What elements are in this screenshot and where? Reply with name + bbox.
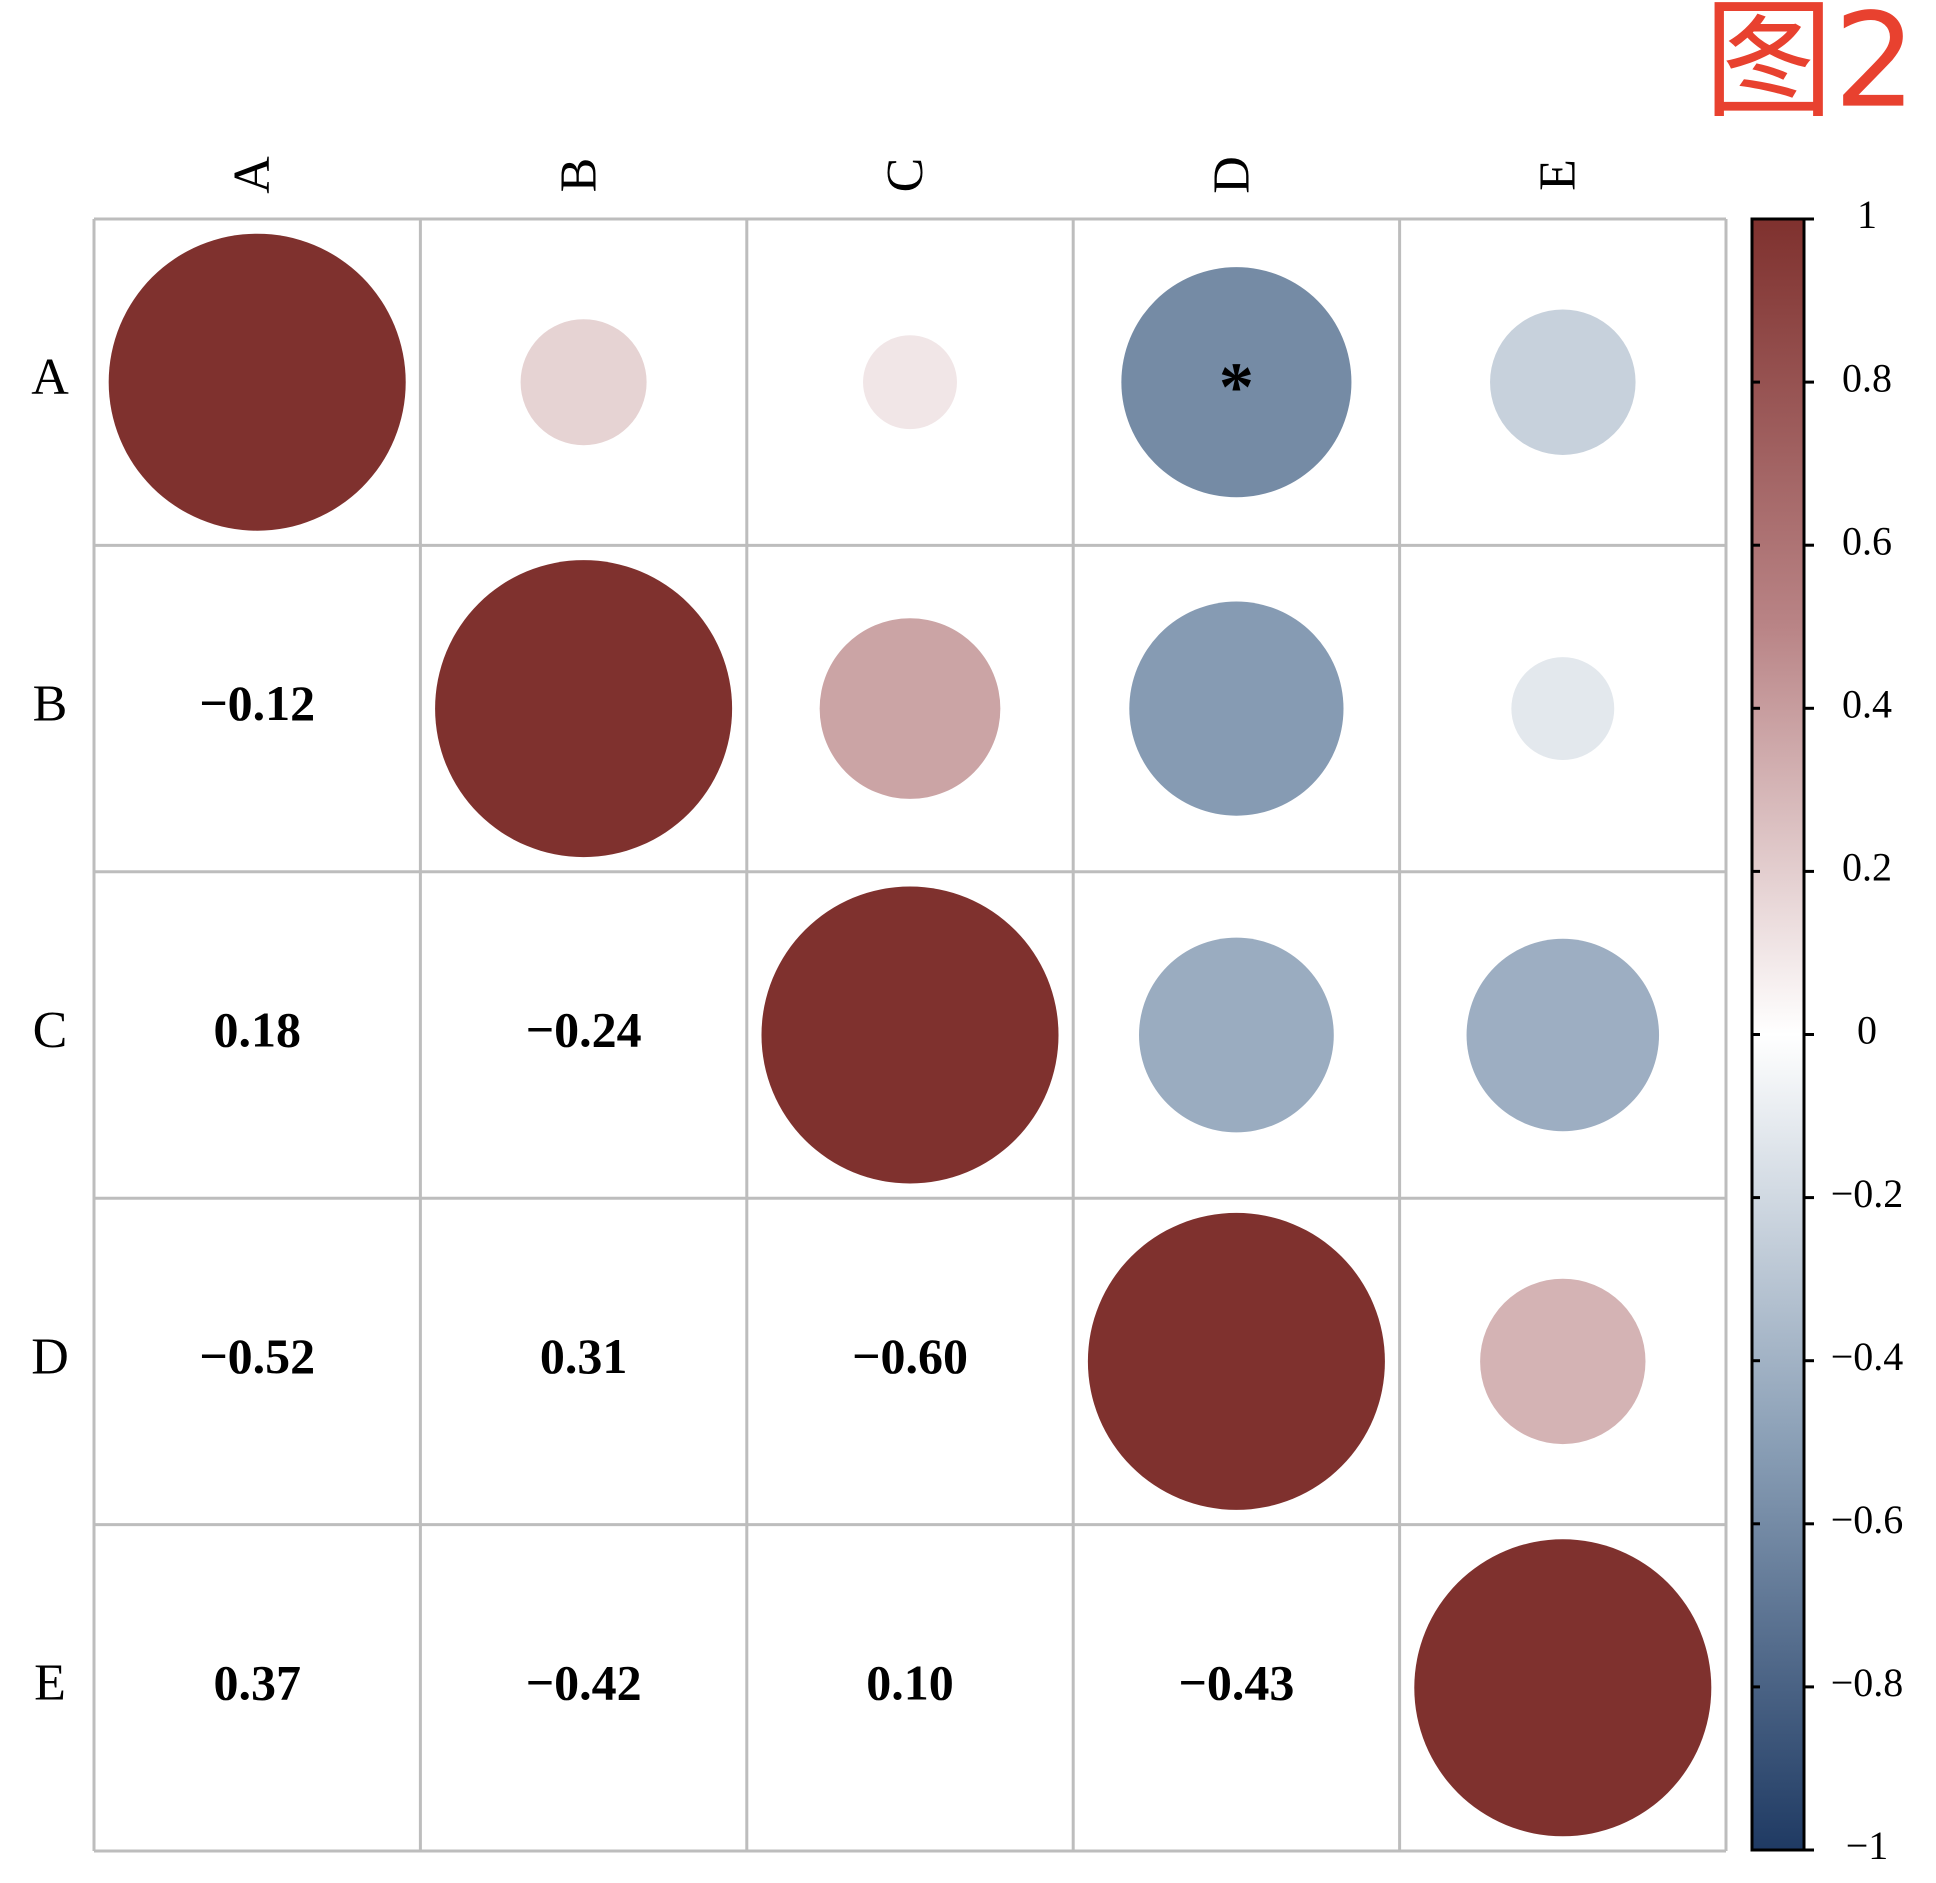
chart-title: 图2 [1704, 0, 1917, 137]
row-label: B [33, 676, 68, 733]
colorbar-tick-label: −0.8 [1831, 1660, 1904, 1705]
value-label: −0.52 [199, 1328, 315, 1384]
value-label: −0.43 [1178, 1654, 1294, 1710]
value-label: 0.31 [540, 1328, 628, 1384]
significance-label: * [1219, 349, 1254, 426]
corr-circle [819, 618, 1001, 799]
colorbar-tick-label: −0.2 [1831, 1171, 1904, 1216]
corr-circle [1511, 657, 1615, 761]
row-label: E [34, 1655, 66, 1712]
corr-circle [435, 560, 733, 858]
column-label: E [1530, 159, 1587, 191]
colorbar-tick-label: −1 [1846, 1823, 1889, 1868]
colorbar-tick-label: 0.2 [1842, 845, 1892, 890]
colorbar [1750, 217, 1806, 1852]
row-label: A [31, 349, 69, 406]
corr-circle [863, 335, 957, 430]
row-label: C [33, 1002, 68, 1059]
colorbar-tick-label: 1 [1857, 192, 1877, 237]
corr-circle [1466, 938, 1660, 1132]
corr-circle [520, 319, 647, 446]
colorbar-tick-label: 0 [1857, 1008, 1877, 1053]
colorbar-tick-label: −0.6 [1831, 1497, 1904, 1542]
value-label: −0.12 [199, 675, 315, 731]
value-label: 0.18 [213, 1001, 301, 1057]
column-label: D [1203, 156, 1260, 194]
value-label: 0.10 [866, 1654, 954, 1710]
corr-circle [761, 886, 1059, 1184]
colorbar-tick-label: 0.4 [1842, 681, 1892, 726]
value-label: 0.37 [213, 1654, 301, 1710]
corr-circle [108, 233, 406, 531]
value-label: −0.24 [526, 1001, 642, 1057]
column-label: B [551, 158, 608, 193]
value-label: −0.42 [526, 1654, 642, 1710]
colorbar-tick-label: 0.6 [1842, 518, 1892, 563]
colorbar-tick-label: −0.4 [1831, 1334, 1904, 1379]
corr-circle [1087, 1212, 1385, 1510]
column-label: C [877, 158, 934, 193]
row-label: D [31, 1328, 69, 1385]
corr-circle [1480, 1278, 1646, 1445]
corr-circle [1490, 309, 1636, 455]
colorbar-tick-label: 0.8 [1842, 355, 1892, 400]
corr-circle [1414, 1539, 1712, 1837]
corr-circle [1139, 937, 1334, 1133]
corr-circle [1129, 601, 1344, 816]
value-label: −0.60 [852, 1328, 968, 1384]
column-label: A [224, 156, 281, 194]
corr-circle [1121, 267, 1352, 498]
